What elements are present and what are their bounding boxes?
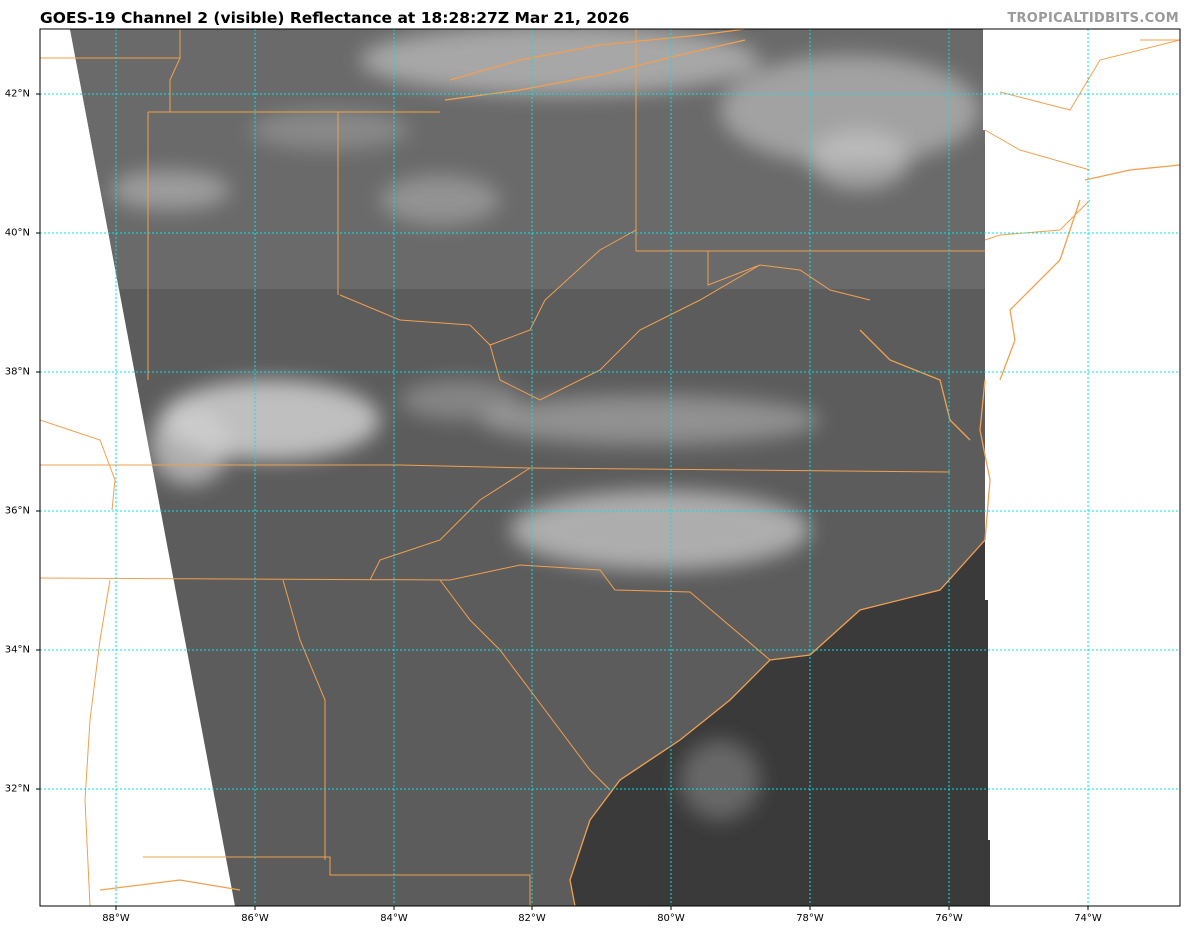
lat-label: 34°N (4, 644, 30, 656)
lon-label: 88°W (102, 913, 130, 924)
map-border (39, 28, 1181, 907)
lon-label: 84°W (380, 913, 408, 924)
lat-label: 38°N (4, 366, 30, 378)
lon-label: 86°W (241, 913, 269, 924)
lon-label: 82°W (518, 913, 546, 924)
lat-label: 36°N (4, 505, 30, 517)
axis-ticks (36, 93, 1089, 910)
map-title: GOES-19 Channel 2 (visible) Reflectance … (40, 9, 630, 27)
lat-label: 40°N (4, 227, 30, 239)
lon-label: 76°W (935, 913, 963, 924)
satellite-imagery (70, 29, 990, 906)
lat-label: 42°N (4, 88, 30, 100)
state-borders (40, 29, 1180, 906)
lon-label: 74°W (1074, 913, 1102, 924)
lon-label: 80°W (657, 913, 685, 924)
lat-label: 32°N (4, 783, 30, 795)
lon-label: 78°W (796, 913, 824, 924)
watermark: TROPICALTIDBITS.COM (1007, 11, 1179, 26)
ocean-area (570, 540, 990, 906)
graticule (40, 29, 1180, 906)
